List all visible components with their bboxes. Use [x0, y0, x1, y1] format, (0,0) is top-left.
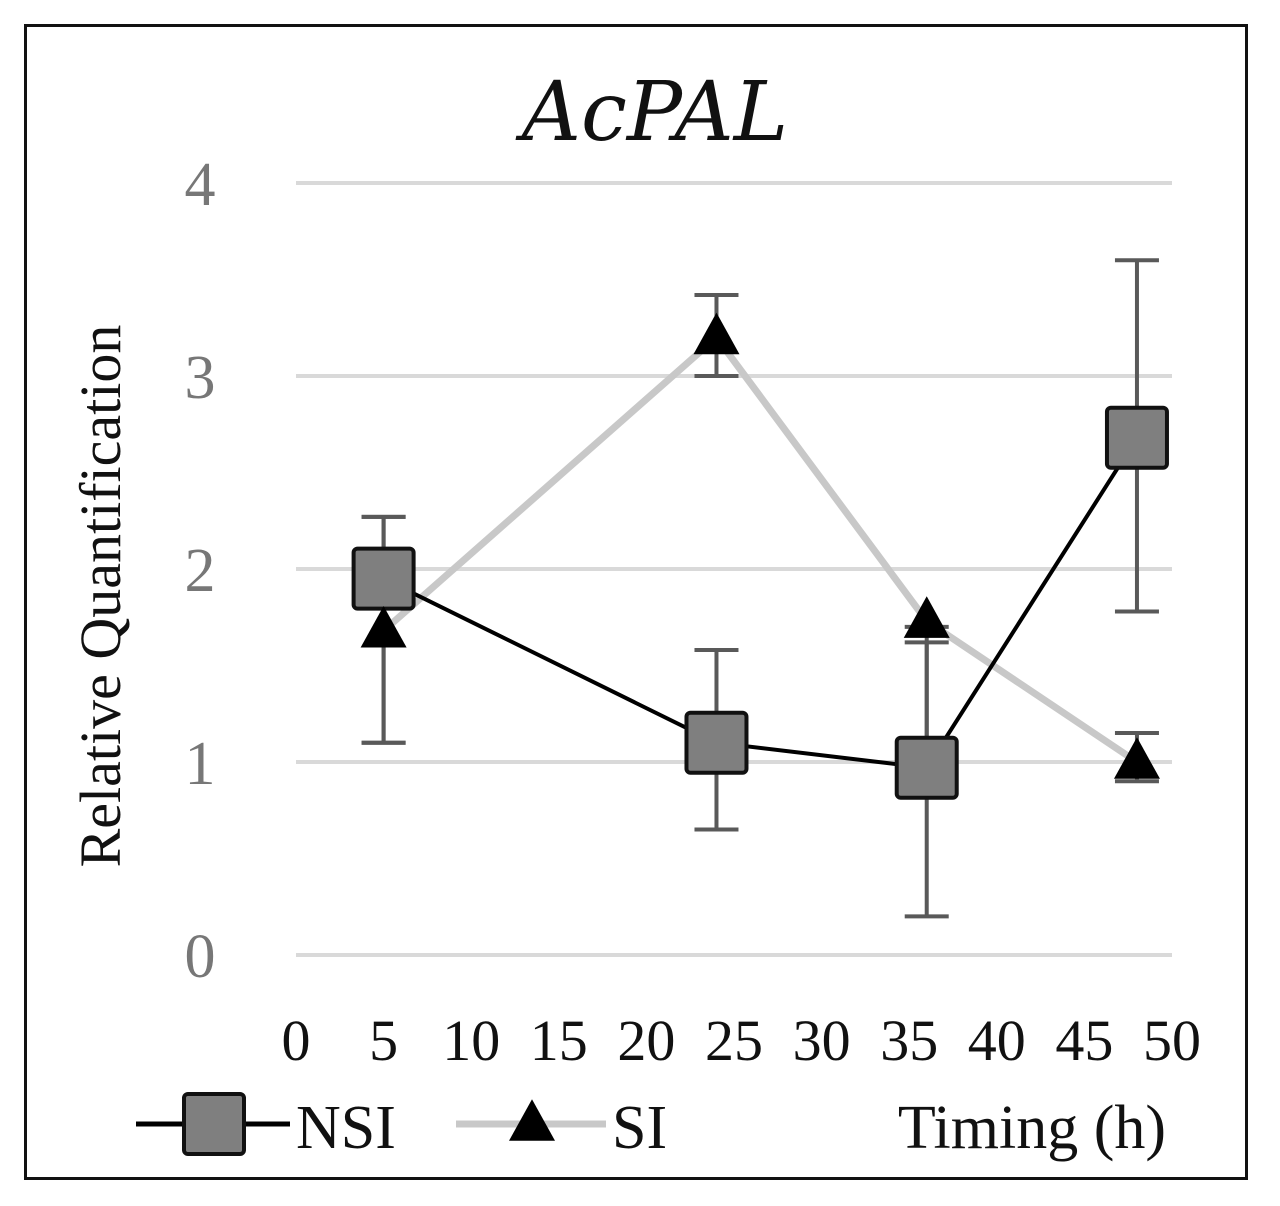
y-tick-label: 4: [185, 151, 216, 219]
series-markers-nsi: [351, 405, 1169, 800]
series-line: [381, 333, 1139, 765]
series-line: [382, 436, 1139, 770]
legend-swatch-marker: [182, 1092, 246, 1156]
data-point: [894, 735, 959, 800]
data-point: [693, 312, 740, 355]
x-tick-label: 35: [880, 1008, 938, 1073]
legend-label: NSI: [296, 1094, 396, 1162]
x-tick-label: 15: [530, 1008, 588, 1073]
series-markers-si: [360, 312, 1160, 779]
y-tick-label: 3: [185, 344, 216, 412]
legend-swatch-marker: [509, 1099, 555, 1141]
x-tick-label: 10: [442, 1008, 500, 1073]
legend-label: SI: [612, 1094, 667, 1162]
x-tick-label: 30: [793, 1008, 851, 1073]
series-si: [361, 292, 1159, 784]
x-tick-label: 40: [968, 1008, 1026, 1073]
legend-item-si: SI: [456, 1094, 667, 1162]
y-tick-label: 1: [185, 730, 216, 798]
figure-frame: [24, 24, 1248, 1180]
data-point: [1104, 405, 1169, 470]
series-nsi: [361, 258, 1159, 919]
x-tick-label: 20: [617, 1008, 675, 1073]
legend-item-nsi: NSI: [136, 1092, 396, 1162]
data-point: [351, 546, 416, 611]
data-point: [360, 605, 407, 648]
x-tick-label: 0: [282, 1008, 311, 1073]
x-axis-label: Timing (h): [898, 1094, 1166, 1162]
x-tick-label: 50: [1143, 1008, 1201, 1073]
chart-title: AcPAL: [515, 65, 788, 160]
data-point: [903, 596, 950, 638]
y-tick-label: 2: [185, 537, 216, 605]
x-tick-label: 5: [369, 1008, 398, 1073]
x-tick-label: 45: [1055, 1008, 1113, 1073]
y-tick-label: 0: [185, 923, 216, 991]
x-tick-label: 25: [705, 1008, 763, 1073]
y-axis-label: Relative Quantification: [68, 325, 133, 868]
data-point: [684, 710, 749, 775]
data-point: [1113, 737, 1160, 779]
